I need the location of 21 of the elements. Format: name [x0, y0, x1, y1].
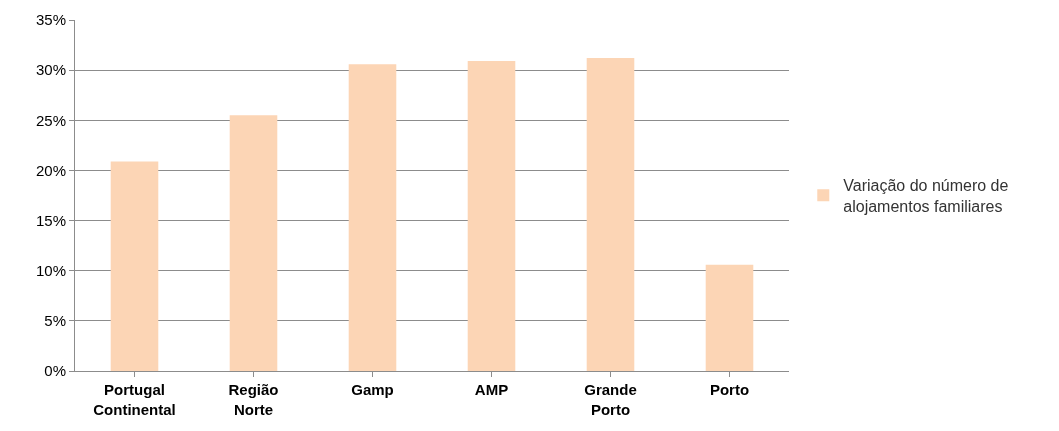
- y-tick-label: 5%: [44, 312, 66, 330]
- y-tick-label: 10%: [35, 261, 66, 279]
- y-tick-label: 0%: [44, 362, 66, 380]
- y-tick-label: 15%: [35, 211, 66, 229]
- x-tick-label: Grande Porto: [584, 381, 637, 418]
- bar: [467, 61, 516, 371]
- bar: [586, 58, 635, 371]
- y-tick-label: 20%: [35, 161, 66, 179]
- bar: [110, 161, 159, 371]
- x-tick-label: Região Norte: [228, 381, 279, 418]
- y-tick-label: 35%: [35, 11, 66, 29]
- x-tick-label: Porto: [709, 381, 750, 398]
- x-tick-label: Gamp: [351, 381, 394, 398]
- bar: [229, 115, 278, 371]
- y-tick-label: 25%: [35, 111, 66, 129]
- bar: [705, 264, 754, 371]
- x-tick-label: Portugal Continental: [93, 381, 176, 418]
- y-tick-label: 30%: [35, 61, 66, 79]
- legend-label: Variação do número de alojamentos familiares: [843, 177, 1009, 215]
- bar: [348, 64, 397, 371]
- x-tick-label: AMP: [474, 381, 509, 398]
